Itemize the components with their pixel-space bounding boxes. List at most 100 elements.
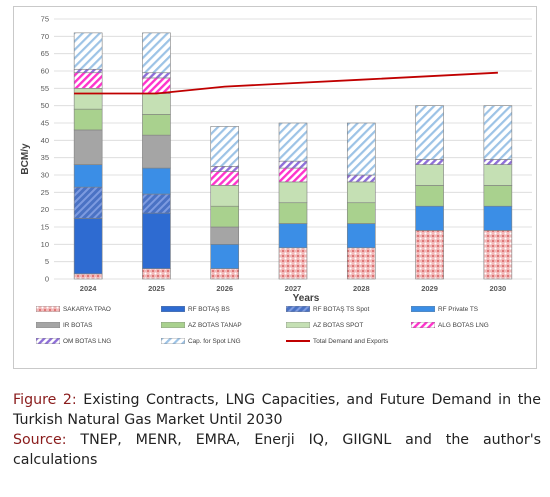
legend-label: RF Private TS (438, 305, 479, 313)
legend-label: RF BOTAŞ TS Spot (313, 305, 370, 313)
bar-segment (142, 134, 171, 169)
figure-caption: Figure 2: Existing Contracts, LNG Capaci… (13, 390, 541, 470)
bar-segment (415, 159, 444, 165)
legend-label: ALG BOTAS LNG (438, 321, 489, 329)
legend-item: Cap. for Spot LNG (160, 335, 241, 347)
figure-text: Existing Contracts, LNG Capacities, and … (13, 392, 541, 428)
bar-segment (210, 166, 240, 172)
legend-swatch-fill (285, 321, 311, 329)
legend-swatch-graphic (160, 305, 186, 313)
legend-swatch-graphic (160, 321, 186, 329)
legend-swatch-fill (285, 305, 311, 313)
legend-swatch-fill (35, 321, 61, 329)
x-tick-label: 2030 (490, 284, 507, 293)
y-tick-label: 0 (45, 275, 49, 284)
bar-segment (346, 247, 376, 280)
bar-segment (210, 244, 240, 269)
bar-segment (73, 72, 103, 89)
bar-segment (483, 205, 513, 231)
source-text: TNEP, MENR, EMRA, Enerji IQ, GIIGNL and … (13, 432, 541, 468)
legend-swatch (35, 337, 61, 345)
legend-label: Total Demand and Exports (313, 337, 389, 345)
legend-swatch (285, 305, 311, 313)
y-tick-label: 10 (41, 240, 49, 249)
bar-segment (483, 230, 513, 280)
y-tick-label: 30 (41, 171, 49, 180)
y-tick-label: 40 (41, 136, 49, 145)
bar-segment (142, 268, 171, 280)
legend-swatch-fill (160, 321, 186, 329)
legend-swatch (410, 305, 436, 313)
bar-segment (210, 126, 240, 167)
bar-segment (346, 181, 376, 204)
legend-swatch (410, 321, 436, 329)
bar-segment (278, 160, 308, 169)
legend-item: ALG BOTAS LNG (410, 319, 489, 331)
legend-swatch-graphic (35, 321, 61, 329)
chart-frame: 0 5 10 15 20 25 30 35 40 45 50 55 60 65 70 75 2024 2025 2… (13, 6, 537, 369)
legend-swatch-fill (410, 321, 436, 329)
y-tick-label: 70 (41, 32, 49, 41)
figure-source: Source: TNEP, MENR, EMRA, Enerji IQ, GII… (13, 430, 541, 470)
legend-swatch-graphic (410, 305, 436, 313)
legend-label: Cap. for Spot LNG (188, 337, 241, 345)
bar-segment (142, 72, 171, 79)
bar-segment (73, 129, 103, 165)
legend-swatch-graphic (410, 321, 436, 329)
legend-label: OM BOTAS LNG (63, 337, 112, 345)
y-tick-label: 55 (41, 84, 49, 93)
legend-swatch-fill (35, 305, 61, 313)
legend-swatch-graphic (285, 321, 311, 329)
y-tick-label: 35 (41, 153, 49, 162)
bar-segment (346, 202, 376, 224)
bar-segment (210, 205, 240, 228)
legend-label: AZ BOTAS SPOT (313, 321, 364, 329)
bar-segment (210, 171, 240, 186)
legend-swatch-graphic (35, 337, 61, 345)
legend-item: Total Demand and Exports (286, 335, 388, 347)
y-axis-label: BCM/y (20, 143, 31, 175)
bar-segment (142, 77, 171, 94)
legend-item: AZ BOTAS SPOT (285, 319, 364, 331)
bar-segment (142, 212, 171, 269)
legend-swatch-fill (35, 337, 61, 345)
y-tick-label: 15 (41, 223, 49, 232)
bar-segment (483, 105, 513, 160)
legend-swatch (160, 337, 186, 345)
source-label: Source: (13, 432, 67, 448)
bar-segment (415, 230, 444, 280)
legend-swatch-graphic (35, 305, 61, 313)
bar-segment (73, 218, 103, 275)
legend-swatch-fill (160, 305, 186, 313)
bar-segment (346, 174, 376, 183)
bar-segment (73, 164, 103, 188)
bar-segment (142, 32, 171, 74)
legend-row: IR BOTAS AZ BOTAS TANAP AZ BOTAS SPOT ALG B… (35, 319, 536, 331)
bar-segment (278, 167, 308, 183)
bar-segment (73, 108, 103, 131)
bar-segment (142, 93, 171, 115)
bar-segment (142, 114, 171, 136)
legend-item: RF Private TS (410, 303, 479, 315)
legend-swatch-graphic (285, 305, 311, 313)
bar-segment (73, 273, 103, 280)
y-tick-label: 45 (41, 119, 49, 128)
legend-swatch (160, 321, 186, 329)
bar-segment (415, 205, 444, 231)
legend-item: RF BOTAŞ BS (160, 303, 230, 315)
bar-segment (210, 185, 240, 207)
y-tick-label: 5 (45, 257, 49, 266)
y-tick-label: 75 (41, 15, 49, 24)
legend-swatch-fill (410, 305, 436, 313)
chart-legend: SAKARYA TPAO RF BOTAŞ BS RF BOTAŞ TS Spot R… (35, 303, 536, 351)
legend-line-swatch (286, 340, 310, 342)
legend-swatch (35, 321, 61, 329)
bar-segment (278, 122, 308, 162)
x-tick-label: 2029 (421, 284, 438, 293)
bar-segment (346, 122, 376, 176)
bar-segment (415, 185, 444, 207)
bar-segment (73, 68, 103, 74)
bar-segment (483, 185, 513, 207)
bar-segment (278, 202, 308, 224)
figure-label: Figure 2: (13, 392, 77, 408)
